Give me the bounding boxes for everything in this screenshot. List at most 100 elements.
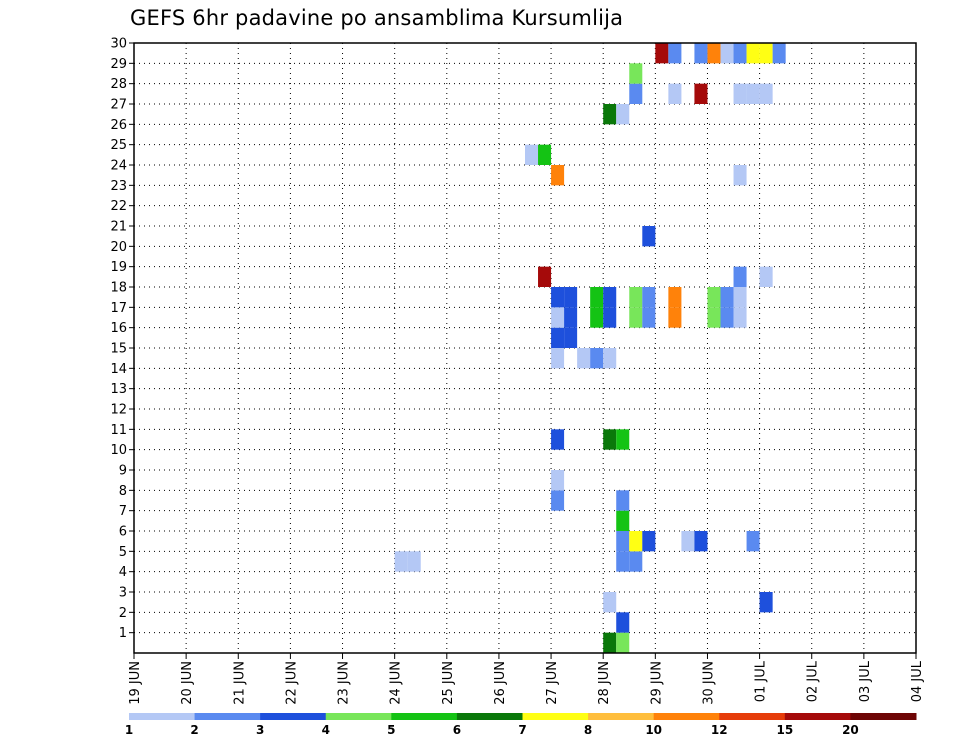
precip-cell — [603, 287, 617, 308]
precip-cell — [551, 490, 565, 511]
colorbar-segment — [194, 713, 261, 720]
precip-cell — [746, 531, 760, 552]
y-tick-label: 26 — [110, 118, 127, 133]
colorbar-label: 15 — [776, 723, 793, 737]
x-tick-label: 28 JUN — [597, 661, 612, 705]
precip-cell — [694, 83, 708, 104]
x-tick-label: 29 JUN — [649, 661, 664, 705]
x-tick-label: 22 JUN — [284, 661, 299, 705]
colorbar-segment — [522, 713, 589, 720]
precip-cell — [603, 429, 617, 450]
precip-cell — [655, 43, 669, 64]
y-tick-label: 3 — [119, 586, 127, 601]
y-tick-label: 7 — [119, 504, 127, 519]
precip-cell — [616, 429, 630, 450]
y-tick-label: 1 — [119, 626, 127, 641]
precip-cell — [707, 307, 721, 328]
precip-cell — [707, 43, 721, 64]
precip-cell — [642, 287, 656, 308]
precip-cell — [720, 287, 734, 308]
precip-cell — [603, 592, 617, 613]
x-tick-label: 25 JUN — [441, 661, 456, 705]
y-tick-label: 22 — [110, 199, 127, 214]
precip-cell — [551, 165, 565, 186]
precip-cell — [629, 551, 643, 572]
y-tick-label: 11 — [110, 423, 127, 438]
precip-cell — [759, 83, 773, 104]
precip-cell — [733, 43, 747, 64]
y-tick-label: 20 — [110, 240, 127, 255]
precip-cell — [629, 287, 643, 308]
colorbar-label: 1 — [125, 723, 133, 737]
precip-cell — [616, 632, 630, 653]
colorbar-segment — [260, 713, 327, 720]
precip-cell — [629, 531, 643, 552]
colorbar-segment — [456, 713, 523, 720]
precip-cell — [616, 510, 630, 531]
y-tick-label: 14 — [110, 362, 127, 377]
precip-cell — [746, 83, 760, 104]
precip-cell — [525, 144, 539, 165]
y-tick-label: 25 — [110, 138, 127, 153]
y-tick-label: 9 — [119, 464, 127, 479]
y-tick-label: 12 — [110, 403, 127, 418]
colorbar-label: 8 — [584, 723, 592, 737]
y-tick-label: 23 — [110, 179, 127, 194]
precip-cell — [668, 307, 682, 328]
x-tick-label: 27 JUN — [545, 661, 560, 705]
y-tick-label: 29 — [110, 57, 127, 72]
colorbar-segment — [784, 713, 851, 720]
y-tick-label: 13 — [110, 382, 127, 397]
colorbar-label: 7 — [518, 723, 526, 737]
precip-cell — [642, 226, 656, 247]
x-tick-label: 19 JUN — [128, 661, 143, 705]
colorbar-label: 12 — [711, 723, 728, 737]
precip-cell — [733, 266, 747, 287]
y-tick-label: 18 — [110, 281, 127, 296]
y-tick-label: 6 — [119, 525, 127, 540]
precip-cell — [603, 104, 617, 125]
x-tick-label: 23 JUN — [337, 661, 352, 705]
precip-cell — [733, 165, 747, 186]
colorbar-label: 5 — [387, 723, 395, 737]
precip-cell — [590, 307, 604, 328]
precip-cell — [603, 348, 617, 369]
precip-cell — [772, 43, 786, 64]
precip-cell — [616, 551, 630, 572]
y-tick-label: 17 — [110, 301, 127, 316]
precip-cell — [733, 307, 747, 328]
y-tick-label: 24 — [110, 159, 127, 174]
precip-cell — [629, 63, 643, 84]
colorbar-segment — [719, 713, 786, 720]
x-tick-label: 20 JUN — [180, 661, 195, 705]
chart-title: GEFS 6hr padavine po ansamblima Kursumli… — [130, 6, 624, 30]
colorbar-segment — [653, 713, 720, 720]
precip-cell — [720, 307, 734, 328]
x-tick-label: 04 JUL — [910, 660, 925, 702]
precip-cell — [538, 266, 552, 287]
precip-cell — [616, 104, 630, 125]
colorbar-label: 20 — [842, 723, 859, 737]
precip-cell — [733, 287, 747, 308]
colorbar-label: 6 — [453, 723, 461, 737]
precip-cell — [616, 612, 630, 633]
x-tick-label: 24 JUN — [389, 661, 404, 705]
colorbar-segment — [325, 713, 392, 720]
precip-cell — [590, 287, 604, 308]
precip-cell — [564, 307, 578, 328]
precip-cell — [394, 551, 408, 572]
colorbar-segment — [850, 713, 917, 720]
precip-cell — [694, 531, 708, 552]
precip-cell — [616, 531, 630, 552]
precip-cell — [746, 43, 760, 64]
y-tick-label: 19 — [110, 260, 127, 275]
precip-cell — [668, 43, 682, 64]
y-tick-label: 28 — [110, 77, 127, 92]
precip-cell — [407, 551, 421, 572]
precip-cell — [551, 348, 565, 369]
precip-cell — [759, 592, 773, 613]
precip-cell — [603, 307, 617, 328]
colorbar-segment — [391, 713, 458, 720]
y-tick-label: 5 — [119, 545, 127, 560]
